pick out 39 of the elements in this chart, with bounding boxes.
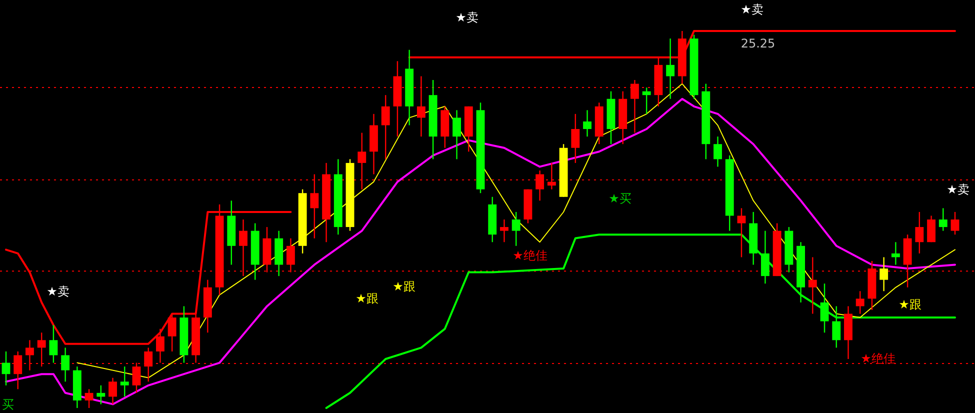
candlestick <box>96 384 106 405</box>
candlestick <box>642 86 651 115</box>
annotation: ★跟 <box>356 291 378 306</box>
candlestick <box>571 113 580 164</box>
candlestick <box>144 347 153 382</box>
annotation: 买 <box>2 397 14 412</box>
candlestick <box>915 211 924 254</box>
annotation: ★绝佳 <box>512 248 548 262</box>
candlestick <box>120 366 129 398</box>
candlestick <box>2 350 10 386</box>
candlestick <box>891 242 900 266</box>
candlestick <box>84 388 94 409</box>
candlestick <box>452 110 461 160</box>
annotation: ★绝佳 <box>860 351 896 366</box>
candlestick <box>61 347 70 382</box>
candlestick <box>927 215 936 243</box>
annotation: ★卖 <box>46 284 70 298</box>
annotation: 25.25 <box>740 36 776 50</box>
annotation: ★买 <box>608 191 632 206</box>
candlestick <box>950 211 960 236</box>
annotation: ★卖 <box>946 182 970 196</box>
candlestick <box>512 211 520 246</box>
candlestick <box>381 94 390 160</box>
candlestick <box>737 208 746 258</box>
candlestick <box>500 218 508 243</box>
candlestick <box>856 290 864 314</box>
candlestick <box>832 306 841 348</box>
candlestick <box>49 324 58 364</box>
text: ★卖 <box>740 2 764 16</box>
annotation: ★跟 <box>898 297 922 312</box>
candlestick <box>666 38 675 100</box>
candlestick <box>880 256 888 292</box>
candlestick <box>108 377 117 405</box>
candlestick <box>938 208 948 232</box>
annotation: ★跟 <box>392 279 416 294</box>
text: ★卖 <box>456 10 478 24</box>
candlestick <box>820 282 829 334</box>
candlestick <box>714 136 722 168</box>
candlestick <box>583 110 592 138</box>
